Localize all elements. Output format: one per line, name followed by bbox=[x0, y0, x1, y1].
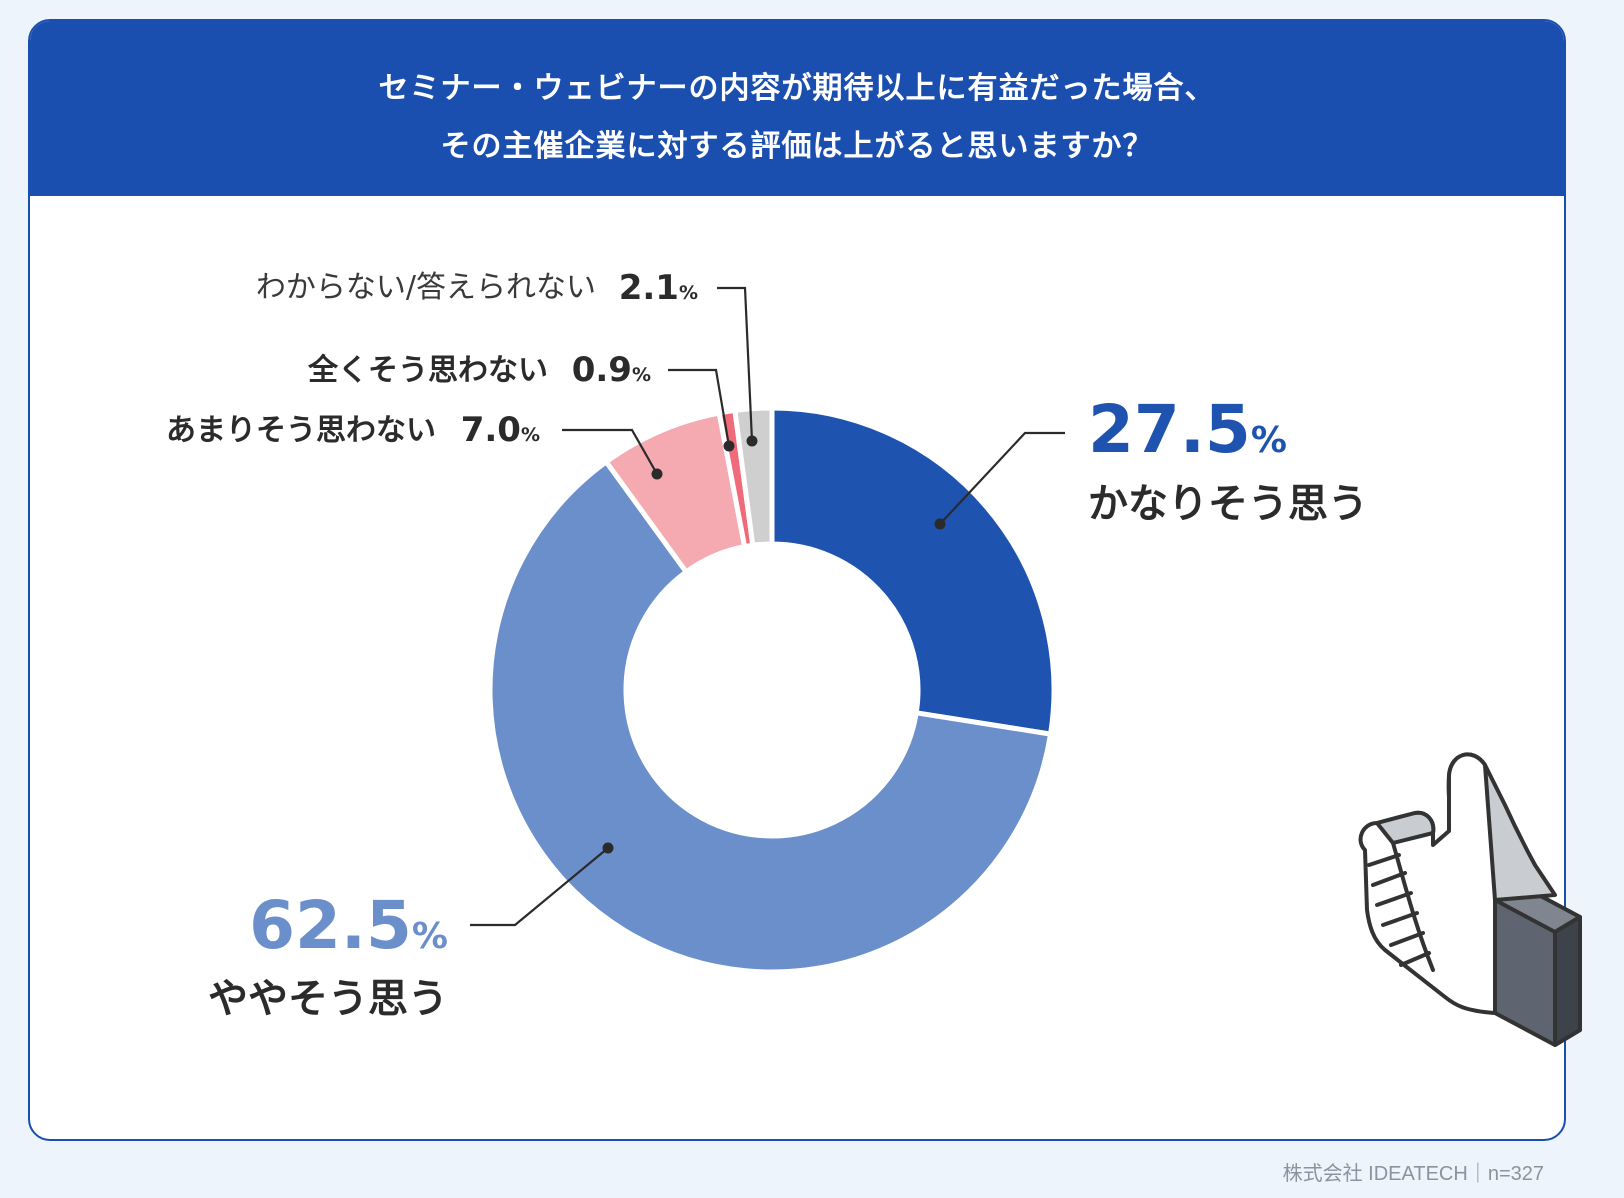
leader-line-0 bbox=[939, 431, 1065, 525]
title-banner: セミナー・ウェビナーの内容が期待以上に有益だった場合、 その主催企業に対する評価… bbox=[30, 21, 1564, 196]
title-line-2: その主催企業に対する評価は上がると思いますか？ bbox=[440, 129, 1154, 164]
slice-labels: 27.5% かなりそう思う 62.5% ややそう思う あまりそう思わない 7.0% 全くそう… bbox=[166, 268, 1368, 1022]
source-note: 株式会社 IDEATECH｜n=327 bbox=[1282, 1163, 1544, 1185]
slice-0-value: 27.5% bbox=[1088, 391, 1287, 468]
leader-line-3 bbox=[668, 368, 731, 447]
leader-line-1 bbox=[470, 847, 609, 927]
leader-line-2 bbox=[562, 428, 658, 475]
donut-slice-0 bbox=[769, 405, 1057, 737]
donut-slices bbox=[487, 405, 1057, 975]
slice-3-value: 0.9% bbox=[572, 350, 651, 390]
thumbs-up-icon bbox=[1358, 752, 1582, 1047]
slice-1-value: 62.5% bbox=[249, 887, 448, 964]
slice-3-label: 全くそう思わない bbox=[307, 353, 548, 388]
title-line-1: セミナー・ウェビナーの内容が期待以上に有益だった場合、 bbox=[378, 71, 1216, 106]
slice-4-value: 2.1% bbox=[619, 268, 698, 308]
slice-0-label: かなりそう思う bbox=[1088, 481, 1368, 527]
slice-2-label: あまりそう思わない bbox=[166, 413, 436, 448]
slice-2-value: 7.0% bbox=[461, 410, 540, 450]
donut-slice-4 bbox=[732, 405, 775, 549]
slice-1-label: ややそう思う bbox=[208, 976, 448, 1022]
slice-4-label: わからない/答えられない bbox=[256, 270, 596, 305]
leader-lines bbox=[470, 286, 1065, 927]
donut-slice-1 bbox=[487, 458, 1054, 975]
leader-line-4 bbox=[717, 286, 754, 442]
